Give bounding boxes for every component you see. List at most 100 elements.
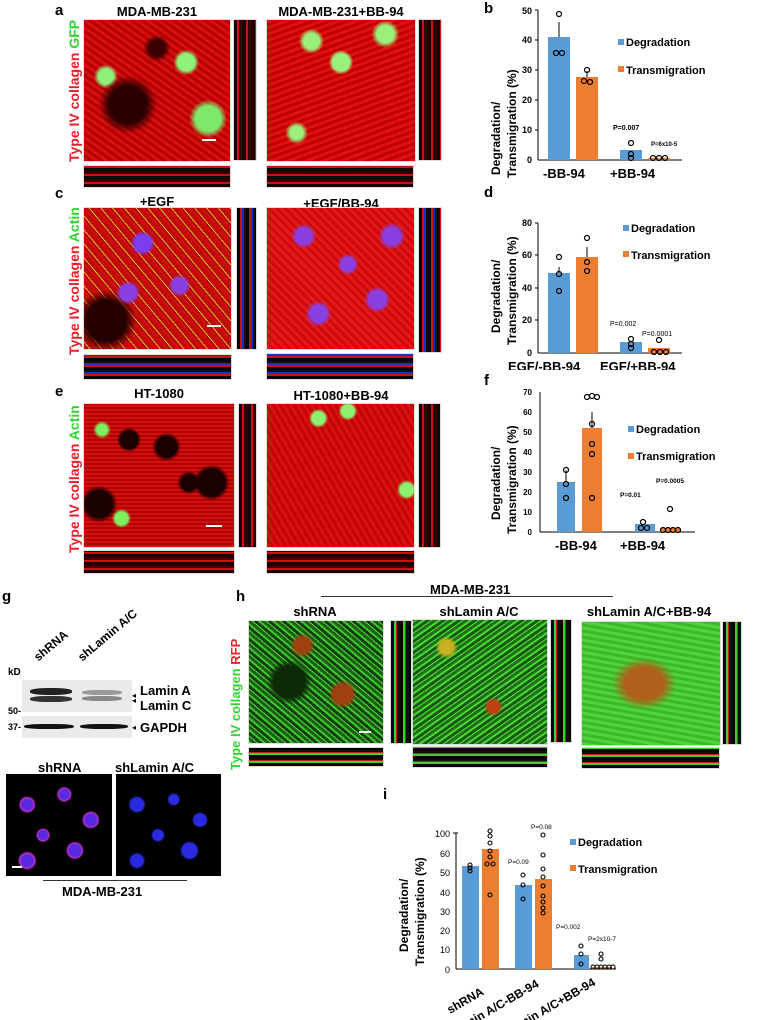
channel-red-label: Type IV collagen <box>66 443 82 553</box>
svg-text:P=0.002: P=0.002 <box>610 321 636 328</box>
svg-text:60: 60 <box>523 408 532 417</box>
svg-text:-BB-94: -BB-94 <box>555 538 598 553</box>
micrograph-e-ht1080-bb94 <box>266 403 415 548</box>
panel-label-f: f <box>484 372 489 389</box>
lane-label-shrna: shRNA <box>31 627 71 664</box>
svg-text:+BB-94: +BB-94 <box>610 166 656 181</box>
svg-text:P=0.0001: P=0.0001 <box>642 331 672 338</box>
scale-bar <box>12 866 22 868</box>
orthogonal-bottom-c-1 <box>83 354 232 380</box>
orthogonal-side-e-2 <box>418 403 441 548</box>
chart-f: Degradation/ Transmigration (%) 0 10 20 30 4… <box>489 388 716 553</box>
svg-text:30: 30 <box>522 65 532 75</box>
panel-e-title-2: HT-1080+BB-94 <box>293 388 389 403</box>
orthogonal-side-h-2 <box>550 619 572 743</box>
svg-text:40: 40 <box>522 283 532 293</box>
svg-text:P=0.007: P=0.007 <box>613 125 639 132</box>
svg-text:Transmigration: Transmigration <box>631 250 711 262</box>
g-image-title-2: shLamin A/C <box>115 760 194 775</box>
svg-text:P=0.0005: P=0.0005 <box>656 478 684 485</box>
panel-h-title-3: shLamin A/C+BB-94 <box>586 604 712 619</box>
panel-label-b: b <box>484 0 494 17</box>
panel-c-channel-label: Type IV collagen Actin <box>66 207 82 355</box>
svg-text:70: 70 <box>523 388 532 397</box>
svg-text:20: 20 <box>522 315 532 325</box>
micrograph-h-shrna <box>248 620 384 744</box>
orthogonal-bottom-h-1 <box>248 747 384 767</box>
orthogonal-bottom-e-1 <box>83 550 235 574</box>
orthogonal-bottom-h-3 <box>581 747 720 769</box>
channel-green-label: Actin <box>66 405 82 441</box>
micrograph-e-ht1080 <box>83 403 235 548</box>
orthogonal-side-h-1 <box>390 620 412 744</box>
svg-text:60: 60 <box>522 250 532 260</box>
svg-text:Degradation/: Degradation/ <box>397 878 411 952</box>
lane-label-shlamin: shLamin A/C <box>75 606 140 664</box>
svg-text:P=0.09: P=0.09 <box>508 859 529 866</box>
marker-37: 37- <box>8 722 22 732</box>
svg-text:30: 30 <box>523 468 532 477</box>
svg-text:0: 0 <box>527 348 532 358</box>
svg-text:Degradation: Degradation <box>626 37 690 49</box>
svg-text:0: 0 <box>445 965 450 975</box>
kd-label: kD <box>8 667 21 678</box>
scale-bar <box>207 325 221 327</box>
svg-text:60: 60 <box>440 849 450 859</box>
panel-e-title-1: HT-1080 <box>134 386 184 401</box>
panel-label-i: i <box>383 786 388 803</box>
svg-text:30: 30 <box>440 907 450 917</box>
svg-text:+BB-94: +BB-94 <box>620 538 666 553</box>
svg-text:Transmigration: Transmigration <box>578 864 658 876</box>
svg-text:EGF/+BB-94: EGF/+BB-94 <box>600 359 676 370</box>
svg-text:Transmigration: Transmigration <box>626 65 706 77</box>
orthogonal-side-e-1 <box>238 403 257 548</box>
svg-text:Degradation: Degradation <box>636 424 700 436</box>
panel-h-title-1: shRNA <box>293 604 337 619</box>
band-label-lamin-a: Lamin A <box>140 683 191 698</box>
svg-text:10: 10 <box>522 125 532 135</box>
svg-text:Degradation: Degradation <box>578 837 642 849</box>
orthogonal-side-a-1 <box>233 19 257 161</box>
chart-d: Degradation/ Transmigration (%) 0 20 40 60 8… <box>489 218 711 370</box>
scale-bar <box>359 731 371 733</box>
band-arrow-icon: ◂ <box>132 691 137 700</box>
svg-text:Transmigration (%): Transmigration (%) <box>505 236 519 345</box>
g-cell-line: MDA-MB-231 <box>62 884 143 899</box>
panel-label-c: c <box>55 185 64 202</box>
band-label-gapdh: GAPDH <box>140 720 187 735</box>
y-axis-label: Transmigration (%) <box>505 69 519 178</box>
svg-text:P=2x10-7: P=2x10-7 <box>588 936 616 943</box>
channel-red-label: RFP <box>228 638 243 665</box>
band-arrow-icon: ◂ <box>132 696 137 705</box>
svg-text:Degradation: Degradation <box>631 223 695 235</box>
orthogonal-side-h-3 <box>722 621 742 745</box>
svg-text:P=0.002: P=0.002 <box>556 924 581 931</box>
marker-50: 50- <box>8 706 22 716</box>
svg-text:-BB-94: -BB-94 <box>543 166 586 181</box>
svg-text:10: 10 <box>440 945 450 955</box>
orthogonal-side-a-2 <box>418 19 442 161</box>
svg-text:10: 10 <box>523 508 532 517</box>
panel-label-e: e <box>55 383 64 400</box>
cell-line-overline <box>321 596 613 597</box>
svg-text:Transmigration (%): Transmigration (%) <box>413 857 427 966</box>
chart-i: Degradation/ Transmigration (%) 0 10 20 30 4… <box>397 824 658 1020</box>
svg-text:100: 100 <box>435 829 450 839</box>
channel-green-label: Type IV collagen <box>228 668 243 770</box>
scale-bar <box>202 139 216 141</box>
svg-text:20: 20 <box>523 488 532 497</box>
western-blot-lamin <box>22 680 132 712</box>
cell-line-underline <box>43 880 187 881</box>
micrograph-g-shrna <box>5 773 113 877</box>
channel-red-label: Type IV collagen <box>66 245 82 355</box>
panel-a-title-1: MDA-MB-231 <box>116 4 198 19</box>
h-cell-line: MDA-MB-231 <box>430 582 511 597</box>
channel-red-label: Type IV collagen <box>66 52 82 162</box>
micrograph-a-control <box>83 19 231 162</box>
micrograph-c-egf-bb94 <box>266 207 415 350</box>
orthogonal-bottom-c-2 <box>266 353 414 380</box>
svg-text:0: 0 <box>528 528 533 537</box>
svg-text:Degradation/: Degradation/ <box>489 259 503 333</box>
svg-text:50: 50 <box>440 868 450 878</box>
panel-e-channel-label: Type IV collagen Actin <box>66 405 82 553</box>
